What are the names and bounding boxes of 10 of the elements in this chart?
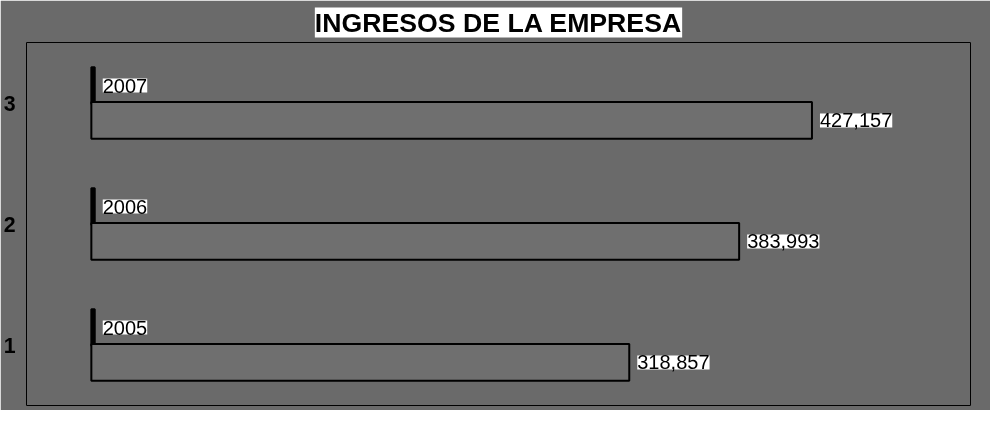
- data-label: 383,993: [747, 230, 820, 253]
- data-label: 2005: [102, 316, 148, 339]
- data-label: 2007: [102, 74, 148, 97]
- data-label: 2006: [102, 195, 148, 218]
- y-tick-label: 1: [3, 333, 16, 358]
- y-tick-label: 2: [3, 212, 16, 237]
- chart-title: INGRESOS DE LA EMPRESA: [314, 7, 682, 38]
- data-label: 318,857: [637, 351, 710, 374]
- y-tick-label: 3: [3, 91, 16, 116]
- data-label: 427,157: [819, 109, 893, 132]
